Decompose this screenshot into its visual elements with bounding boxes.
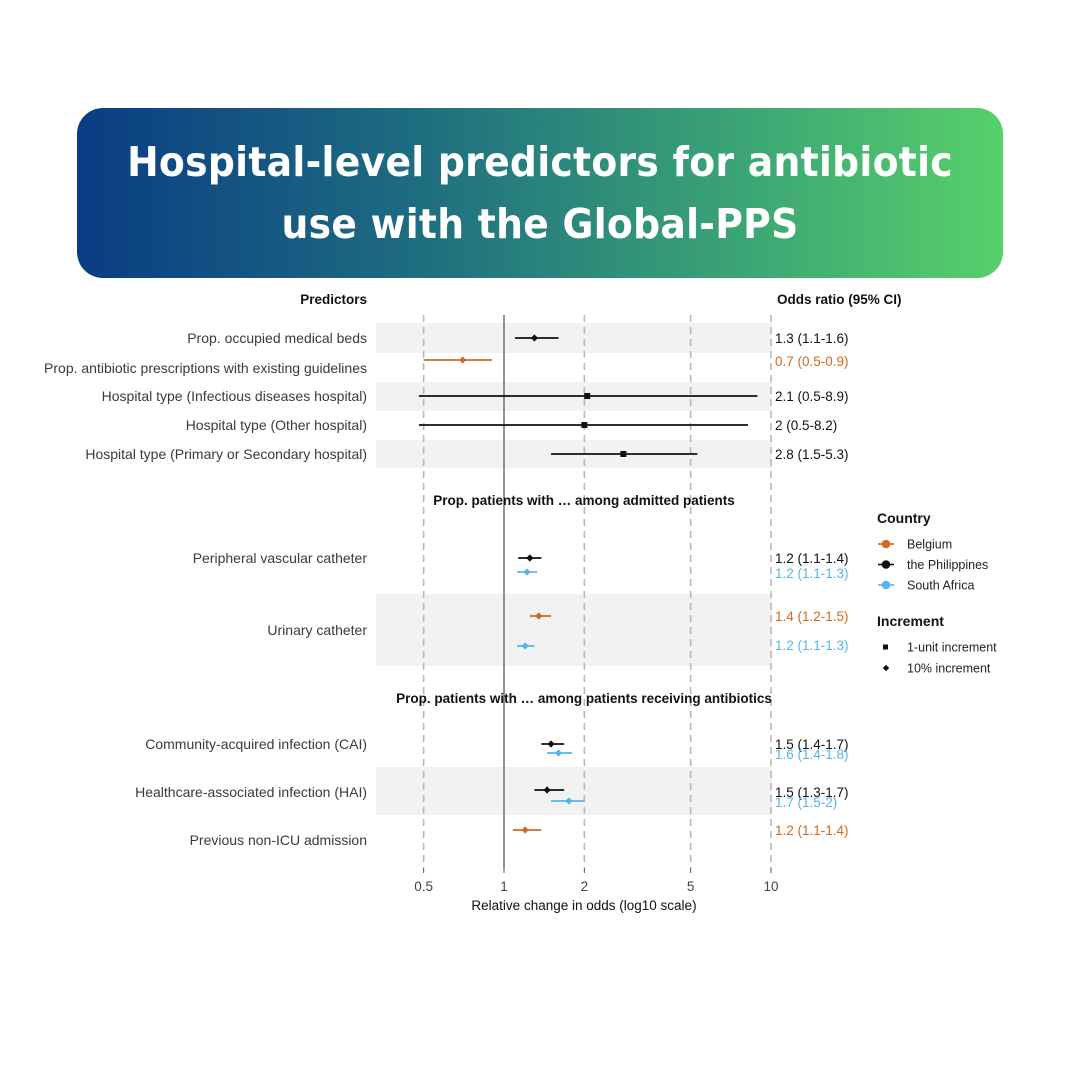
or-ci-text: 1.2 (1.1-1.3)	[775, 638, 849, 653]
row-band	[376, 594, 772, 666]
point-estimate	[554, 749, 563, 757]
x-tick-label: 5	[687, 879, 695, 894]
row-band	[376, 767, 772, 815]
predictors-header: Predictors	[300, 292, 367, 307]
row-band	[376, 323, 772, 353]
legend-increment-label: 10% increment	[907, 662, 991, 676]
or-ci-text: 1.5 (1.4-1.7)	[775, 737, 849, 752]
legend-increment-label: 1-unit increment	[907, 641, 997, 655]
point-estimate	[459, 356, 467, 364]
point-estimate	[543, 786, 551, 794]
point-estimate	[521, 642, 529, 650]
x-tick-label: 2	[581, 879, 589, 894]
page-title: Hospital-level predictors for antibiotic…	[127, 138, 953, 248]
legend-swatch-dot	[881, 560, 891, 569]
or-ci-text: 0.7 (0.5-0.9)	[775, 354, 849, 369]
section-title: Prop. patients with … among admitted pat…	[433, 493, 735, 508]
row-label: Previous non-ICU admission	[190, 832, 367, 848]
row-label: Peripheral vascular catheter	[193, 550, 368, 566]
legend-country-label: the Philippines	[907, 558, 988, 572]
row-label: Healthcare-associated infection (HAI)	[135, 784, 367, 800]
x-tick-label: 10	[763, 879, 778, 894]
legend-country-label: Belgium	[907, 538, 952, 552]
point-estimate	[581, 422, 588, 428]
row-label: Hospital type (Other hospital)	[186, 417, 367, 433]
row-label: Hospital type (Infectious diseases hospi…	[102, 388, 367, 404]
or-ci-text: 1.2 (1.1-1.4)	[775, 823, 849, 838]
or-ci-text: 2.8 (1.5-5.3)	[775, 447, 849, 462]
legend-swatch-dot	[881, 580, 891, 590]
title-banner: Hospital-level predictors for antibiotic…	[77, 108, 1003, 278]
row-label: Prop. occupied medical beds	[187, 330, 367, 346]
legend-country-label: South Africa	[907, 579, 974, 593]
row-label: Community-acquired infection (CAI)	[145, 736, 367, 752]
row-label: Prop. antibiotic prescriptions with exis…	[44, 360, 367, 376]
odds-ratio-header: Odds ratio (95% CI)	[777, 292, 902, 307]
x-tick-label: 0.5	[414, 879, 433, 894]
legend-diamond-icon	[882, 664, 890, 672]
section-title: Prop. patients with … among patients rec…	[396, 691, 772, 706]
point-estimate	[584, 393, 591, 399]
x-axis-title: Relative change in odds (log10 scale)	[471, 898, 696, 913]
legend-country-title: Country	[877, 510, 931, 526]
row-label: Hospital type (Primary or Secondary hosp…	[85, 446, 367, 462]
point-estimate	[521, 826, 529, 834]
point-estimate	[526, 554, 534, 562]
legend-increment-title: Increment	[877, 613, 944, 629]
or-ci-text: 1.2 (1.1-1.3)	[775, 566, 849, 581]
point-estimate	[620, 451, 627, 457]
or-ci-text: 1.5 (1.3-1.7)	[775, 785, 849, 800]
point-estimate	[530, 334, 539, 342]
or-ci-text: 1.4 (1.2-1.5)	[775, 609, 849, 624]
or-ci-text: 2 (0.5-8.2)	[775, 418, 837, 433]
or-ci-text: 1.6 (1.4-1.8)	[775, 747, 849, 762]
legend-swatch-dot	[881, 539, 891, 549]
row-label: Urinary catheter	[267, 622, 367, 638]
or-ci-text: 2.1 (0.5-8.9)	[775, 389, 849, 404]
point-estimate	[565, 797, 573, 805]
or-ci-text: 1.3 (1.1-1.6)	[775, 331, 849, 346]
point-estimate	[547, 740, 555, 748]
x-tick-label: 1	[500, 879, 508, 894]
legend-square-icon	[883, 644, 888, 650]
or-ci-text: 1.2 (1.1-1.4)	[775, 551, 849, 566]
or-ci-text: 1.7 (1.5-2)	[775, 795, 837, 810]
point-estimate	[535, 612, 543, 620]
point-estimate	[523, 568, 531, 576]
